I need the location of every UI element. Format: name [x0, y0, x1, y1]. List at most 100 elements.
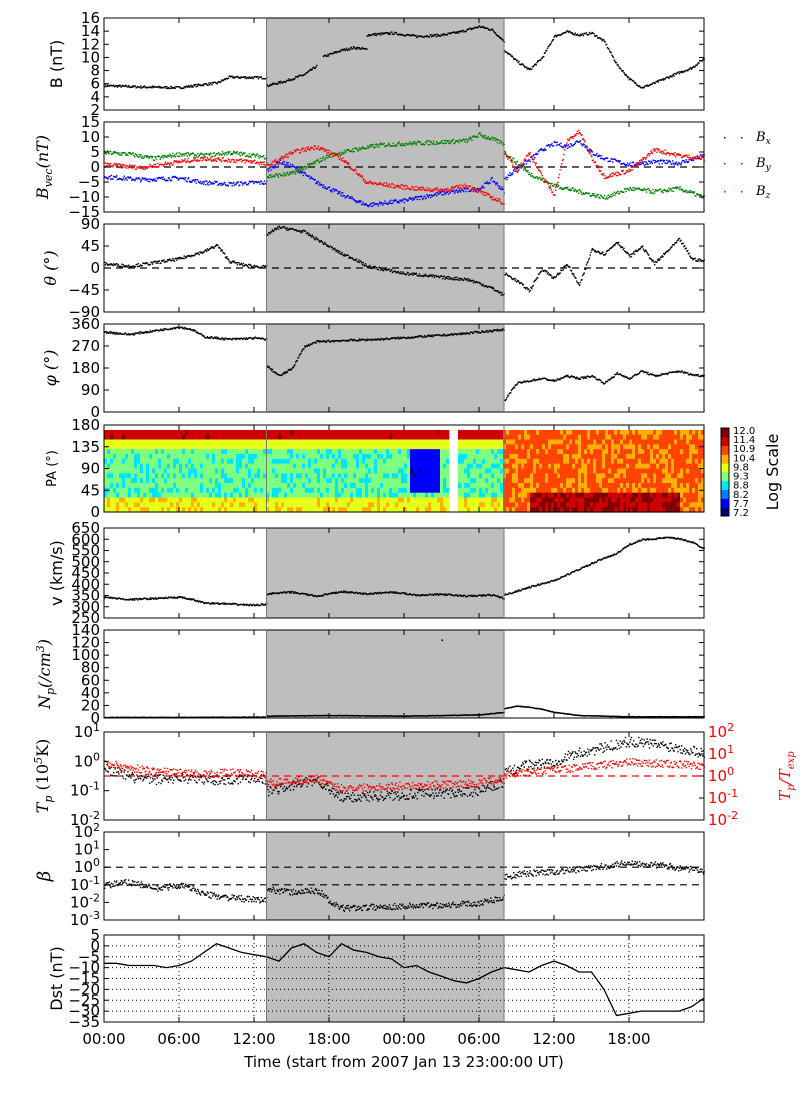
data-point: [129, 164, 131, 167]
data-point: [660, 159, 663, 162]
data-point: [618, 373, 620, 376]
data-point: [478, 25, 480, 28]
data-point: [384, 200, 386, 202]
data-point: [271, 166, 274, 169]
data-point: [367, 266, 370, 268]
data-point: [209, 336, 211, 339]
data-point: [691, 191, 693, 193]
data-point: [256, 161, 258, 163]
data-point: [471, 188, 473, 191]
data-point: [508, 53, 510, 55]
data-point: [185, 85, 187, 88]
data-point: [277, 176, 280, 178]
data-point: [525, 66, 527, 68]
data-point: [678, 238, 680, 240]
data-point: [600, 253, 602, 255]
data-point: [587, 260, 589, 263]
data-point: [289, 368, 291, 370]
data-point: [675, 187, 678, 190]
data-point: [263, 338, 265, 340]
data-point: [152, 261, 155, 263]
data-point: [648, 84, 651, 86]
data-point: [246, 77, 248, 79]
data-point: [584, 268, 586, 271]
data-point: [553, 194, 555, 196]
data-point: [389, 33, 392, 35]
data-point: [690, 67, 692, 69]
data-point: [404, 144, 406, 147]
data-point: [696, 193, 698, 195]
data-point: [489, 196, 491, 198]
data-point: [442, 191, 445, 193]
data-point: [433, 188, 436, 190]
data-point: [396, 337, 398, 339]
data-point: [121, 154, 123, 156]
data-point: [579, 140, 582, 142]
data-point: [663, 252, 665, 255]
data-point: [321, 340, 323, 343]
data-point: [254, 75, 257, 78]
data-point: [396, 201, 398, 203]
data-point: [446, 34, 449, 36]
data-point: [481, 284, 484, 286]
data-point: [490, 195, 492, 197]
data-point: [251, 265, 253, 268]
data-point: [181, 155, 183, 157]
data-point: [247, 155, 249, 157]
data-point: [387, 338, 389, 340]
data-point: [659, 151, 661, 153]
data-point: [174, 156, 176, 158]
data-point: [266, 84, 268, 86]
data-point: [139, 178, 141, 181]
data-point: [245, 181, 247, 184]
data-point: [621, 69, 624, 72]
data-point: [114, 151, 116, 153]
data-point: [162, 87, 164, 89]
data-point: [559, 145, 561, 147]
data-point: [469, 190, 471, 192]
data-point: [308, 164, 310, 167]
data-point: [511, 173, 513, 176]
data-point: [351, 168, 353, 171]
data-point: [437, 143, 439, 145]
data-point: [238, 262, 240, 264]
data-point: [462, 189, 464, 192]
data-point: [607, 175, 609, 178]
data-point: [173, 176, 175, 178]
data-point: [674, 162, 676, 164]
data-point: [314, 341, 316, 344]
data-point: [440, 141, 442, 143]
data-point: [317, 340, 319, 343]
data-point: [212, 152, 215, 154]
data-point: [300, 171, 302, 174]
data-point: [617, 63, 619, 66]
data-point: [221, 184, 224, 186]
data-point: [292, 366, 294, 369]
data-point: [497, 329, 499, 332]
data-point: [654, 150, 656, 152]
data-point: [165, 179, 167, 182]
data-point: [567, 138, 569, 140]
data-point: [218, 246, 220, 249]
data-point: [653, 192, 655, 195]
data-point: [364, 147, 367, 150]
data-point: [336, 340, 338, 342]
data-point: [696, 158, 698, 160]
data-point: [613, 173, 615, 176]
data-point: [118, 178, 120, 180]
data-point: [330, 153, 332, 155]
data-point: [328, 339, 330, 342]
data-point: [110, 153, 113, 156]
data-point: [268, 176, 270, 179]
data-point: [188, 328, 190, 331]
data-point: [356, 148, 358, 151]
data-point: [406, 143, 408, 145]
data-point: [555, 276, 557, 278]
data-point: [504, 51, 507, 53]
data-point: [404, 337, 406, 339]
data-point: [639, 189, 642, 191]
data-point: [698, 193, 700, 196]
data-point: [355, 147, 358, 150]
data-point: [449, 32, 452, 35]
data-point: [673, 75, 675, 77]
